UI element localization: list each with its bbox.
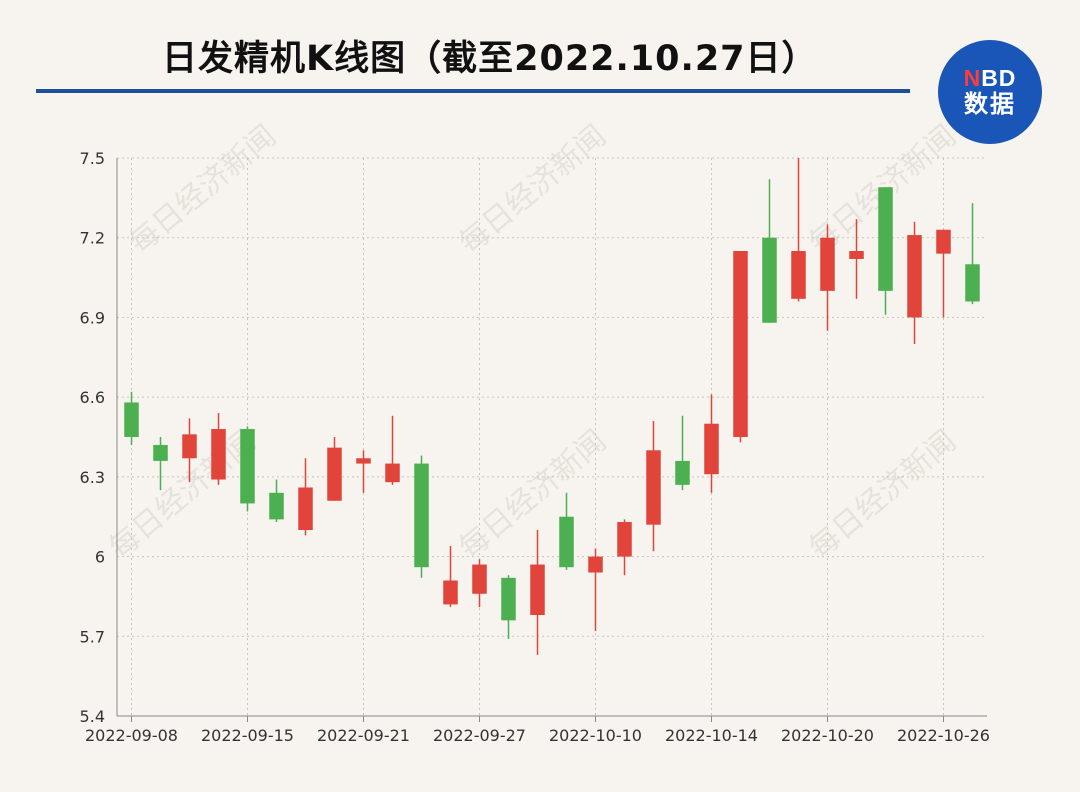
watermark-text: 每日经济新闻 [123,119,283,262]
candle-body [675,460,690,485]
candle [501,575,516,639]
x-tick-label: 2022-10-14 [665,726,758,745]
x-tick-label: 2022-10-20 [781,726,874,745]
y-tick-label: 5.4 [80,707,105,726]
axes-layer: 5.4 5.7 6 6.3 6.6 6.9 7.2 7.5 2022-09-08 2022-09-… [80,149,990,745]
y-tick-label: 6.9 [80,308,105,327]
candle-body [124,402,139,437]
y-tick-label: 6 [95,548,105,567]
candle-body [965,264,980,302]
candle-body [211,429,226,480]
candle [965,203,980,305]
candle-body [472,564,487,594]
candle [385,415,400,485]
candle-body [501,577,516,621]
candles-layer [124,158,980,655]
candle [414,455,429,578]
chart-title: 日发精机K线图（截至2022.10.27日） [162,39,818,79]
candle-body [530,564,545,616]
candle-body [153,444,168,461]
candle-body [733,251,748,437]
y-tick-label: 5.7 [80,627,105,646]
candle [849,219,864,299]
candle-body [907,235,922,318]
candle-body [559,516,574,568]
candle-body [385,463,400,483]
candle [356,450,371,493]
x-tick-label: 2022-09-21 [317,726,410,745]
candle-body [356,458,371,464]
candle [704,394,719,493]
x-tick-label: 2022-10-26 [897,726,990,745]
candle-body [820,237,835,291]
candle [762,179,777,323]
watermark-text: 每日经济新闻 [453,424,613,567]
candle [646,421,661,552]
candle [733,251,748,443]
candle-body [298,487,313,530]
y-tick-label: 7.5 [80,149,105,168]
candle [617,519,632,576]
candle-body [791,251,806,299]
watermark-layer: 每日经济新闻每日经济新闻每日经济新闻每日经济新闻每日经济新闻每日经济新闻 [103,119,963,567]
candle [124,391,139,445]
candle [298,458,313,536]
candle [907,221,922,344]
candle [820,224,835,331]
candle [472,559,487,608]
candle [559,492,574,570]
y-tick-label: 6.6 [80,388,105,407]
candle [588,548,603,631]
candle [443,545,458,608]
logo-line1: NBD [964,65,1017,91]
candle-body [646,450,661,525]
candle [675,415,690,491]
candle-body [849,251,864,259]
candle-body [269,492,284,520]
candle-body [704,423,719,475]
candle-body [414,463,429,568]
candle [211,413,226,485]
nbd-data-logo: NBD 数据 [938,40,1042,144]
candle-body [443,580,458,605]
candle-body [327,447,342,501]
candle-body [588,556,603,573]
watermark-text: 每日经济新闻 [803,424,963,567]
candle-body [240,429,255,504]
title-underline [36,89,910,93]
candle [153,437,168,491]
candle-body [762,237,777,323]
candle [530,530,545,655]
logo-accent-letter: N [963,65,982,91]
candle [182,418,197,483]
candle-body [878,187,893,291]
candle-body [182,434,197,459]
watermark-text: 每日经济新闻 [453,119,613,262]
candle [936,229,951,318]
x-tick-label: 2022-09-15 [201,726,294,745]
candle-body [936,229,951,254]
x-tick-label: 2022-09-27 [433,726,526,745]
x-tick-label: 2022-10-10 [549,726,642,745]
candle [269,479,284,523]
y-tick-label: 7.2 [80,229,105,248]
x-tick-label: 2022-09-08 [85,726,178,745]
logo-letters: BD [981,65,1017,91]
logo-line2: 数据 [964,91,1016,118]
candle [327,437,342,501]
candle [791,158,806,302]
y-tick-label: 6.3 [80,468,105,487]
candle [240,426,255,512]
candle-body [617,522,632,557]
candle [878,187,893,315]
